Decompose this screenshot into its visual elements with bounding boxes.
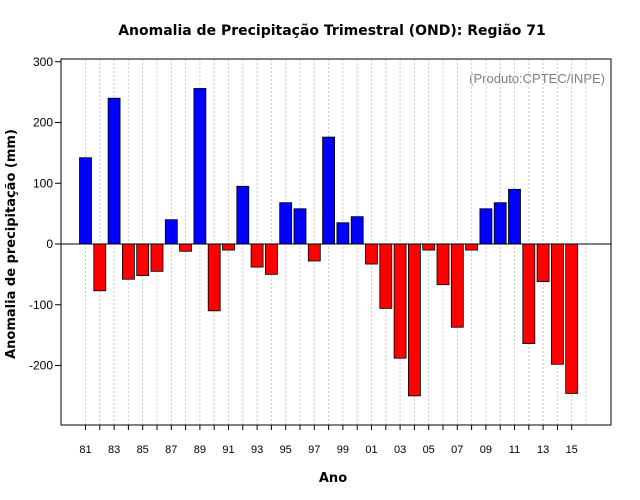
x-tick-label: 83 — [108, 444, 120, 456]
x-tick-label: 11 — [509, 444, 520, 456]
bar-2004 — [407, 243, 421, 397]
bar-2013 — [536, 243, 550, 283]
x-tick-label: 13 — [537, 444, 549, 456]
bar-2005 — [422, 243, 436, 251]
bar-1999 — [336, 222, 350, 245]
bar-2015 — [565, 243, 579, 394]
bar-1988 — [179, 243, 193, 252]
x-tick-label: 09 — [480, 444, 492, 456]
x-tick-label: 95 — [280, 444, 292, 456]
x-tick-label: 81 — [79, 444, 91, 456]
x-axis: 81 83 85 87 89 91 93 95 97 99 01 03 05 07 09 11 13 15 — [79, 425, 578, 456]
gridlines — [85, 59, 587, 425]
bar-2007 — [450, 243, 464, 328]
bar-1982 — [93, 243, 107, 292]
bar-1985 — [136, 243, 150, 276]
x-tick-label: 05 — [423, 444, 435, 456]
bar-2003 — [393, 243, 407, 359]
x-tick-label: 97 — [308, 444, 320, 456]
chart-title: Anomalia de Precipitação Trimestral (OND… — [118, 23, 546, 39]
y-axis-label: Anomalia de precipitação (mm) — [4, 129, 19, 359]
x-tick-label: 99 — [337, 444, 349, 456]
bar-1987 — [164, 219, 178, 245]
x-tick-label: 03 — [394, 444, 406, 456]
credit-text: (Produto:CPTEC/INPE) — [469, 71, 605, 86]
bar-1996 — [293, 208, 307, 245]
x-tick-label: 85 — [137, 444, 149, 456]
bar-2012 — [522, 243, 536, 345]
bar-1989 — [193, 88, 207, 245]
y-tick-label: 0 — [46, 237, 53, 251]
bar-1992 — [236, 185, 250, 245]
x-tick-label: 01 — [365, 444, 377, 456]
bar-1990 — [207, 243, 221, 312]
bar-1997 — [307, 243, 321, 262]
bar-1986 — [150, 243, 164, 272]
x-tick-label: 87 — [165, 444, 177, 456]
bar-2001 — [365, 243, 378, 265]
bar-2006 — [436, 243, 450, 286]
x-axis-label: Ano — [319, 471, 347, 486]
x-tick-label: 91 — [222, 444, 234, 456]
x-tick-label: 93 — [251, 444, 263, 456]
bar-1983 — [107, 97, 121, 245]
bar-1995 — [279, 202, 293, 245]
y-tick-label: 100 — [33, 176, 53, 190]
bar-1993 — [250, 243, 264, 268]
bar-2008 — [465, 243, 479, 251]
y-axis: 300 200 100 0 -100 -200 — [29, 55, 61, 373]
y-tick-label: 200 — [33, 116, 53, 130]
x-tick-label: 07 — [451, 444, 463, 456]
bar-2009 — [479, 208, 493, 245]
x-tick-label: 89 — [194, 444, 206, 456]
bar-1998 — [322, 136, 336, 245]
bar-1994 — [264, 243, 278, 275]
y-tick-label: -100 — [29, 298, 53, 312]
bar-2011 — [508, 188, 521, 245]
x-tick-label: 15 — [566, 444, 578, 456]
bar-1981 — [79, 157, 92, 245]
plot-frame — [60, 58, 612, 426]
bar-2002 — [379, 243, 393, 309]
bar-2010 — [493, 202, 507, 245]
bar-2000 — [350, 216, 364, 245]
y-tick-label: -200 — [29, 359, 53, 373]
bar-1984 — [122, 243, 135, 280]
bar-1991 — [222, 243, 235, 251]
y-tick-label: 300 — [33, 55, 53, 69]
bar-2014 — [551, 243, 564, 365]
bars — [79, 88, 579, 397]
